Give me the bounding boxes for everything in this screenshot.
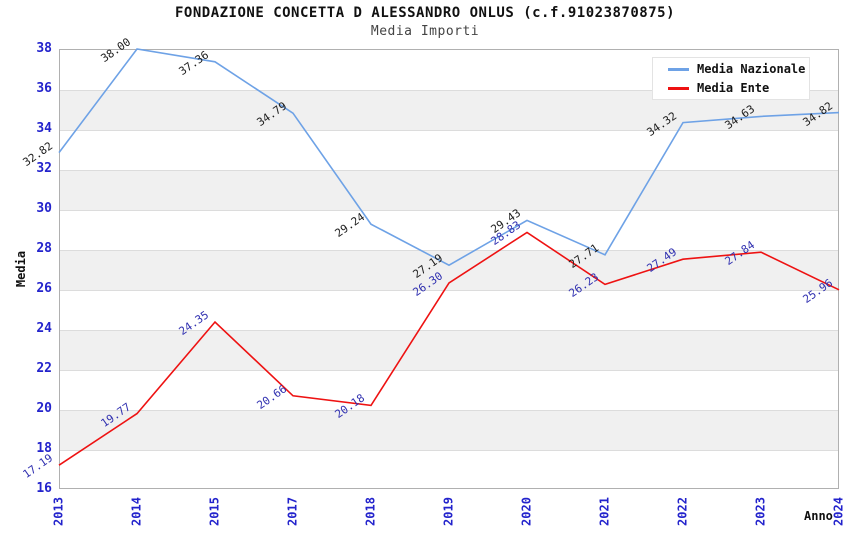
y-tick-label: 34 (36, 121, 52, 136)
grid-band (60, 330, 838, 370)
grid-band (60, 170, 838, 210)
x-axis-title: Anno (804, 509, 833, 523)
gridline (60, 450, 838, 451)
x-tick-label: 2022 (675, 497, 690, 526)
gridline (60, 210, 838, 211)
x-tick-label: 2015 (207, 497, 222, 526)
y-tick-label: 26 (36, 281, 52, 296)
chart-subtitle: Media Importi (370, 24, 480, 39)
y-tick-label: 24 (36, 321, 52, 336)
plot-area (59, 49, 839, 489)
legend-swatch-line-icon (668, 86, 689, 90)
x-tick-label: 2024 (831, 497, 846, 526)
gridline (60, 170, 838, 171)
gridline (60, 290, 838, 291)
chart-legend: Media Nazionale Media Ente (652, 57, 810, 100)
x-tick-label: 2019 (441, 497, 456, 526)
legend-label: Media Ente (697, 81, 770, 95)
x-tick-label: 2023 (753, 497, 768, 526)
y-tick-label: 36 (36, 81, 52, 96)
gridline (60, 250, 838, 251)
gridline (60, 370, 838, 371)
grid-band (60, 250, 838, 290)
x-tick-label: 2014 (129, 497, 144, 526)
legend-item-media-nazionale: Media Nazionale (653, 61, 809, 77)
grid-band (60, 410, 838, 450)
y-tick-label: 30 (36, 201, 52, 216)
y-tick-label: 28 (36, 241, 52, 256)
legend-swatch-line-icon (668, 67, 689, 71)
legend-label: Media Nazionale (697, 62, 806, 76)
y-tick-label: 32 (36, 161, 52, 176)
gridline (60, 130, 838, 131)
y-tick-label: 22 (36, 361, 52, 376)
x-tick-label: 2017 (285, 497, 300, 526)
x-tick-label: 2020 (519, 497, 534, 526)
x-tick-label: 2013 (51, 497, 66, 526)
chart-title: FONDAZIONE CONCETTA D ALESSANDRO ONLUS (… (174, 5, 675, 21)
x-tick-label: 2021 (597, 497, 612, 526)
y-tick-label: 18 (36, 441, 52, 456)
gridline (60, 330, 838, 331)
x-tick-label: 2018 (363, 497, 378, 526)
y-tick-label: 20 (36, 401, 52, 416)
gridline (60, 410, 838, 411)
y-tick-label: 38 (36, 41, 52, 56)
y-tick-label: 16 (36, 481, 52, 496)
legend-item-media-ente: Media Ente (653, 80, 809, 96)
